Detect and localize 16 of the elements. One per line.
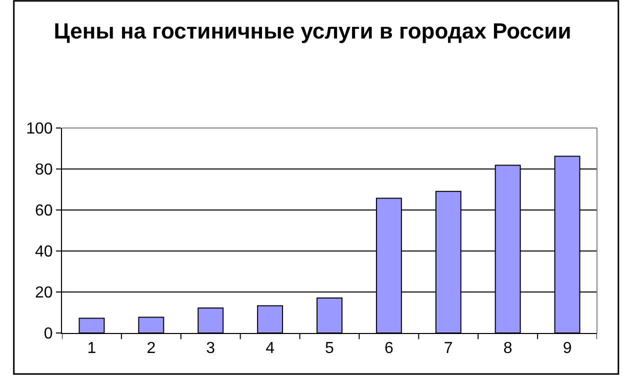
x-tick-label: 9 (562, 340, 572, 358)
y-tick-label: 20 (35, 284, 53, 302)
y-tick-label: 100 (26, 120, 53, 138)
x-tick-label: 4 (266, 340, 275, 358)
y-tick-label: 40 (35, 244, 53, 261)
x-tick-label: 5 (325, 340, 334, 358)
x-tick-label: 3 (206, 340, 216, 358)
y-tick-label: 0 (44, 326, 53, 343)
x-tick-label: 6 (384, 340, 394, 358)
x-tick-label: 8 (503, 340, 512, 358)
y-tick-label: 60 (35, 202, 53, 220)
x-tick-label: 1 (87, 340, 96, 358)
x-tick-label: 2 (146, 340, 156, 358)
chart-title: Цены на гостиничные услуги в городах России (54, 18, 572, 44)
x-tick-label: 7 (444, 340, 453, 358)
y-tick-label: 80 (35, 162, 53, 179)
